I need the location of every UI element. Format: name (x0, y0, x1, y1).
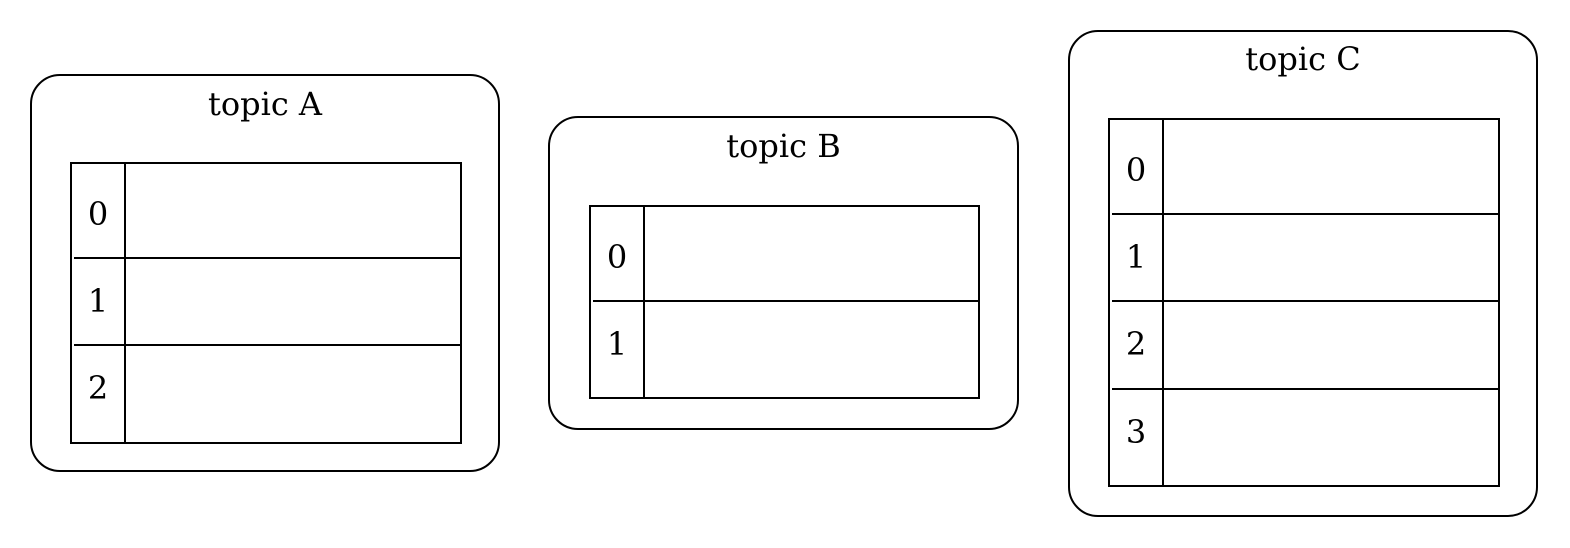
row-divider (74, 344, 460, 346)
topic-b-title: topic B (726, 127, 841, 165)
index-column-divider (1162, 120, 1164, 485)
partition-label: 1 (606, 325, 628, 363)
topic-a-title: topic A (207, 85, 323, 123)
row-divider (74, 257, 460, 259)
index-column-divider (643, 207, 645, 397)
partition-label: 3 (1125, 413, 1147, 451)
partition-label: 1 (1125, 238, 1147, 276)
row-divider (1112, 213, 1498, 215)
partition-label: 0 (87, 195, 109, 233)
topic-a-partition-table: 0 1 2 (70, 162, 462, 444)
topic-b-cluster: topic B 0 1 (548, 116, 1019, 430)
partition-label: 2 (1125, 325, 1147, 363)
row-divider (1112, 388, 1498, 390)
index-column-divider (124, 164, 126, 442)
partition-label: 1 (87, 282, 109, 320)
topic-c-cluster: topic C 0 1 2 3 (1068, 30, 1538, 517)
topic-b-partition-table: 0 1 (589, 205, 980, 399)
row-divider (593, 300, 978, 302)
partition-label: 2 (87, 369, 109, 407)
topic-a-cluster: topic A 0 1 2 (30, 74, 500, 472)
partition-label: 0 (606, 238, 628, 276)
partition-label: 0 (1125, 151, 1147, 189)
topic-c-partition-table: 0 1 2 3 (1108, 118, 1500, 487)
topic-c-title: topic C (1245, 40, 1361, 78)
row-divider (1112, 300, 1498, 302)
